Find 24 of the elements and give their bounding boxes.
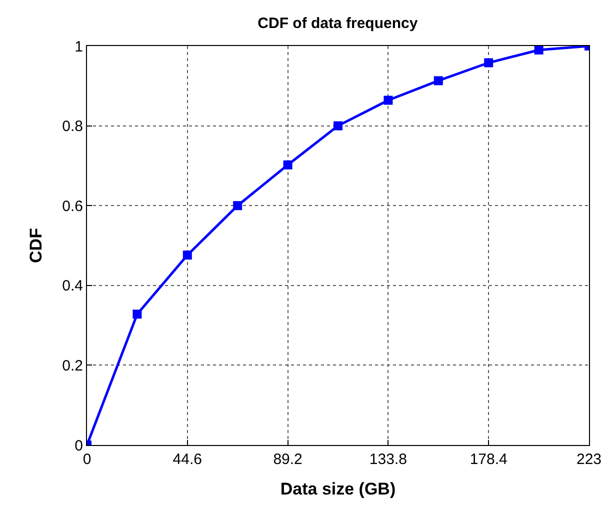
x-tick-label: 223 (576, 451, 602, 468)
y-tick-label: 1 (74, 38, 83, 56)
point (283, 160, 292, 170)
point (434, 76, 443, 86)
point (384, 96, 393, 105)
x-tick-label: 178.4 (470, 451, 508, 468)
y-tick-label: 0.4 (62, 278, 83, 295)
point (182, 250, 192, 260)
point (132, 310, 142, 319)
point (334, 121, 342, 130)
point (534, 46, 544, 54)
point (233, 201, 242, 210)
y-tick-label: 0.2 (62, 357, 83, 374)
y-tick-label: 0.8 (62, 118, 83, 136)
x-tick-label: 44.6 (172, 451, 202, 468)
chart-title: CDF of data frequency (258, 15, 418, 32)
y-axis-title: CDF (26, 228, 46, 263)
point (484, 58, 494, 68)
y-tick-label: 0 (74, 437, 83, 454)
line-series (87, 46, 589, 445)
x-tick-label: 133.8 (369, 451, 407, 468)
x-tick-label: 89.2 (273, 451, 302, 468)
x-axis-title: Data size (GB) (280, 479, 396, 498)
y-tick-label: 0.6 (62, 198, 83, 215)
